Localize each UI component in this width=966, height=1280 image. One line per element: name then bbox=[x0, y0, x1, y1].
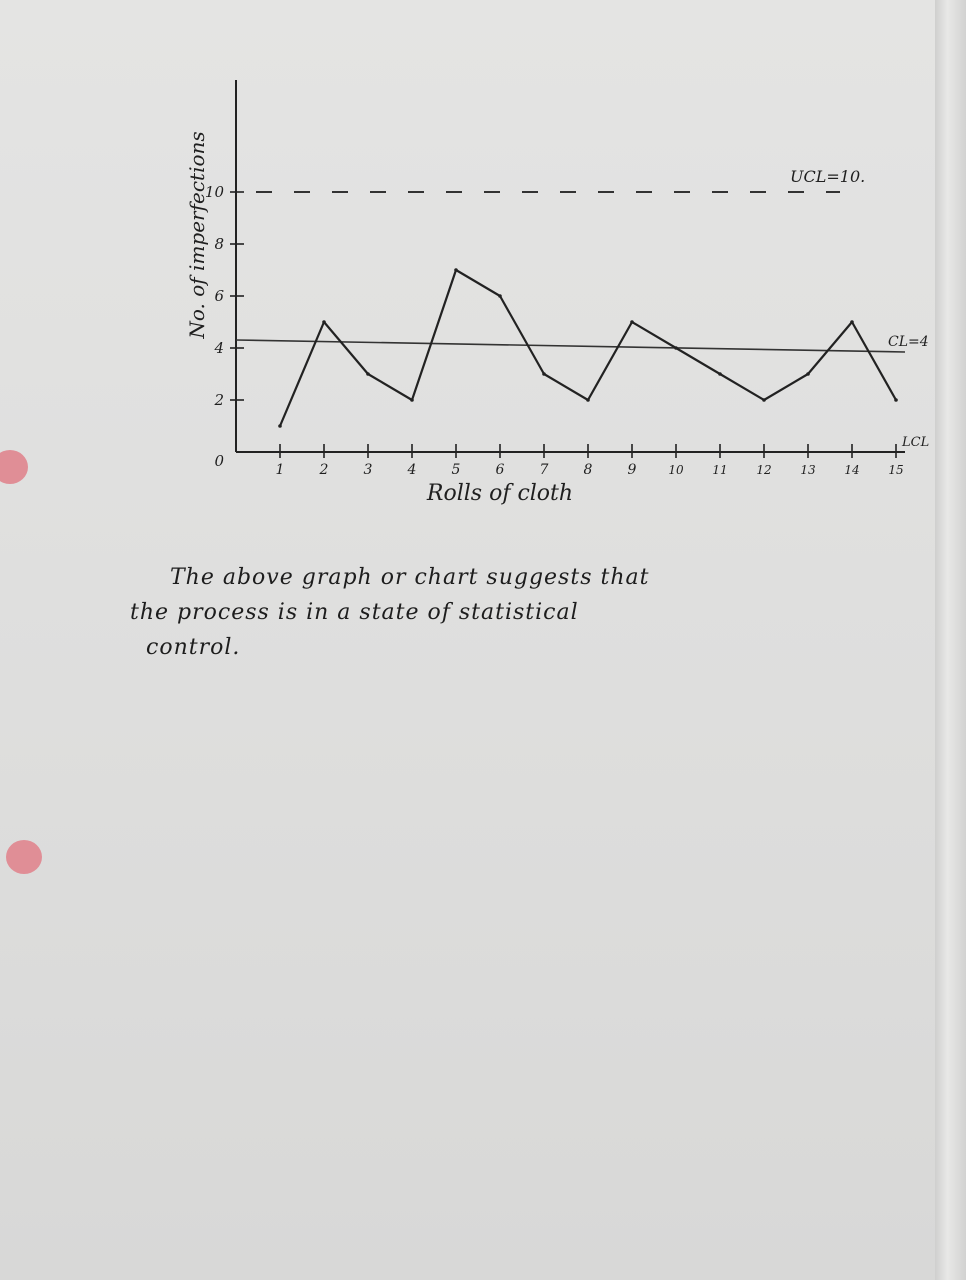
data-point bbox=[498, 294, 502, 298]
x-tick-label: 2 bbox=[319, 462, 329, 478]
x-tick-label: 6 bbox=[496, 462, 505, 478]
data-point bbox=[718, 372, 722, 376]
x-ticks: 1 2 3 4 5 6 7 8 9 10 11 12 13 14 15 bbox=[276, 444, 904, 478]
x-axis-title: Rolls of cloth bbox=[426, 481, 573, 506]
lcl-label: LCL bbox=[901, 435, 929, 450]
data-point bbox=[542, 372, 546, 376]
data-point bbox=[850, 320, 854, 324]
x-tick-label: 9 bbox=[628, 462, 637, 478]
y-tick-label: 4 bbox=[213, 339, 224, 357]
data-point bbox=[630, 320, 634, 324]
y-tick-label: 0 bbox=[214, 452, 224, 470]
paper-sheet bbox=[0, 0, 935, 1280]
note-line-3: control. bbox=[146, 635, 241, 661]
x-tick-label: 3 bbox=[364, 462, 373, 478]
y-tick-label: 2 bbox=[213, 391, 224, 409]
data-point bbox=[410, 398, 414, 402]
x-tick-label: 7 bbox=[540, 462, 549, 478]
series-line bbox=[278, 268, 897, 427]
data-point bbox=[278, 424, 282, 428]
data-point bbox=[586, 398, 590, 402]
data-point bbox=[366, 372, 370, 376]
y-ticks: 0 2 4 6 8 10 bbox=[205, 183, 244, 470]
data-point bbox=[322, 320, 326, 324]
note-line-2: the process is in a state of statistical bbox=[130, 600, 579, 626]
x-tick-label: 12 bbox=[756, 463, 771, 477]
data-point bbox=[894, 398, 898, 402]
x-tick-label: 1 bbox=[276, 462, 285, 478]
x-tick-label: 14 bbox=[844, 463, 859, 477]
x-tick-label: 13 bbox=[800, 463, 816, 477]
data-point bbox=[454, 268, 458, 272]
y-tick-label: 10 bbox=[205, 183, 225, 201]
x-tick-label: 15 bbox=[888, 463, 903, 477]
y-tick-label: 8 bbox=[214, 235, 224, 253]
y-axis-title: No. of imperfections bbox=[185, 131, 209, 339]
x-tick-label: 4 bbox=[407, 462, 417, 478]
data-point bbox=[806, 372, 810, 376]
data-point bbox=[674, 346, 678, 350]
data-point bbox=[762, 398, 766, 402]
cl-label: CL=4 bbox=[888, 334, 929, 350]
x-tick-label: 11 bbox=[712, 463, 727, 477]
x-tick-label: 8 bbox=[584, 462, 593, 478]
paper-edge bbox=[935, 0, 966, 1280]
x-tick-label: 10 bbox=[668, 463, 684, 477]
x-tick-label: 5 bbox=[452, 462, 461, 478]
data-points bbox=[278, 268, 898, 428]
conclusion-note: The above graph or chart suggests that t… bbox=[130, 560, 930, 666]
ucl-label: UCL=10. bbox=[790, 167, 865, 186]
cl-line bbox=[235, 339, 906, 353]
punch-hole-top bbox=[0, 450, 28, 484]
punch-hole-bottom bbox=[6, 840, 42, 874]
note-line-1: The above graph or chart suggests that bbox=[170, 565, 650, 590]
y-tick-label: 6 bbox=[214, 287, 224, 305]
